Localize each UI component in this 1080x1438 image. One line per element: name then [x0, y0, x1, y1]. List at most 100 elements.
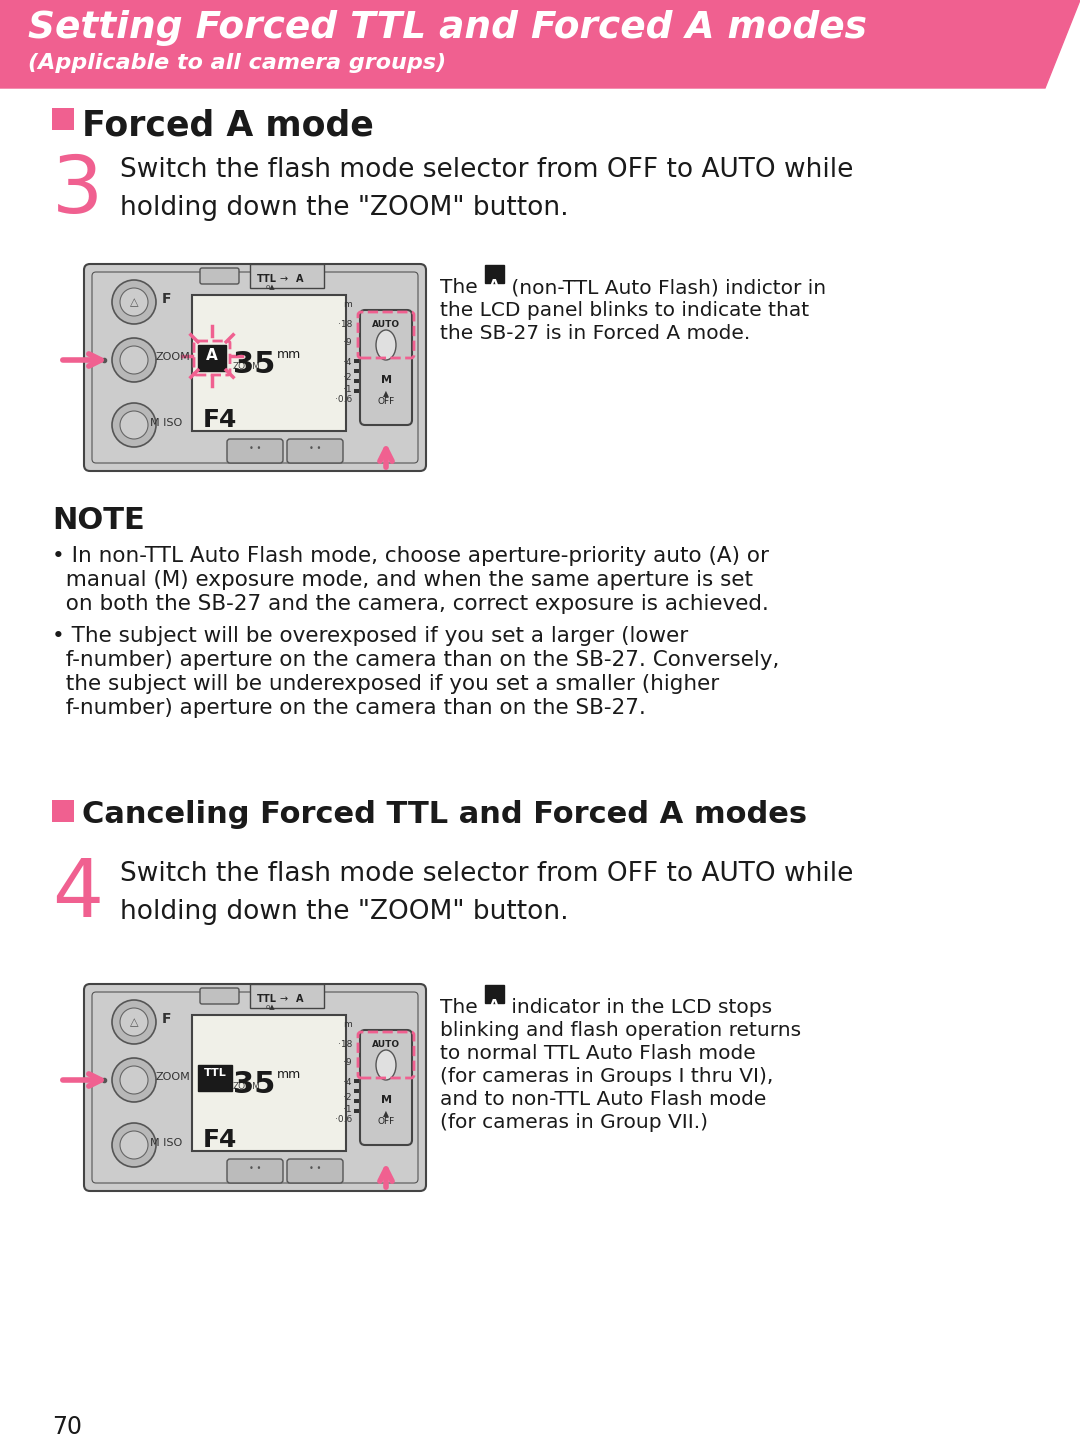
Bar — [354, 1109, 364, 1113]
Text: F4: F4 — [203, 1127, 238, 1152]
Text: ·4: ·4 — [343, 1078, 352, 1087]
Text: Switch the flash mode selector from OFF to AUTO while: Switch the flash mode selector from OFF … — [120, 157, 853, 183]
Text: o▲: o▲ — [266, 1004, 275, 1009]
Text: A: A — [488, 998, 499, 1012]
Text: Forced A mode: Forced A mode — [82, 108, 374, 142]
Text: manual (M) exposure mode, and when the same aperture is set: manual (M) exposure mode, and when the s… — [52, 569, 753, 590]
Text: the subject will be underexposed if you set a smaller (higher: the subject will be underexposed if you … — [52, 674, 719, 695]
Text: M ISO: M ISO — [150, 1137, 183, 1148]
Bar — [354, 390, 364, 393]
Text: A: A — [296, 994, 303, 1004]
Text: ▲: ▲ — [383, 390, 389, 398]
Text: ·2: ·2 — [343, 1093, 352, 1102]
FancyBboxPatch shape — [198, 345, 226, 371]
FancyBboxPatch shape — [192, 1015, 346, 1150]
Text: m: m — [343, 1020, 352, 1030]
Text: holding down the "ZOOM" button.: holding down the "ZOOM" button. — [120, 196, 569, 221]
Text: M: M — [380, 375, 391, 385]
FancyBboxPatch shape — [287, 439, 343, 463]
Text: △: △ — [130, 298, 138, 306]
Text: on both the SB-27 and the camera, correct exposure is achieved.: on both the SB-27 and the camera, correc… — [52, 594, 769, 614]
Text: o▲: o▲ — [266, 283, 275, 290]
Text: AUTO: AUTO — [372, 1040, 400, 1048]
Text: • The subject will be overexposed if you set a larger (lower: • The subject will be overexposed if you… — [52, 626, 688, 646]
Text: • •: • • — [248, 444, 261, 453]
Text: ·0.6: ·0.6 — [335, 395, 352, 404]
Text: A: A — [296, 275, 303, 283]
Text: ▲: ▲ — [383, 1109, 389, 1117]
FancyBboxPatch shape — [198, 1066, 232, 1091]
Text: A: A — [488, 278, 499, 292]
Text: (for cameras in Group VII.): (for cameras in Group VII.) — [440, 1113, 708, 1132]
Bar — [354, 370, 364, 372]
Bar — [354, 1099, 364, 1103]
Ellipse shape — [112, 338, 156, 383]
Text: mm: mm — [276, 348, 301, 361]
Text: • •: • • — [248, 1163, 261, 1173]
FancyBboxPatch shape — [227, 1159, 283, 1183]
Text: mm: mm — [276, 1068, 301, 1081]
Ellipse shape — [120, 347, 148, 374]
Text: the SB-27 is in Forced A mode.: the SB-27 is in Forced A mode. — [440, 324, 751, 344]
Ellipse shape — [112, 999, 156, 1044]
Text: ZOOM: ZOOM — [156, 352, 191, 362]
Ellipse shape — [120, 1132, 148, 1159]
Text: F4: F4 — [203, 408, 238, 431]
Text: • •: • • — [309, 444, 321, 453]
Text: ·0.6: ·0.6 — [335, 1114, 352, 1125]
FancyBboxPatch shape — [249, 265, 324, 288]
Ellipse shape — [112, 280, 156, 324]
Text: • In non-TTL Auto Flash mode, choose aperture-priority auto (A) or: • In non-TTL Auto Flash mode, choose ape… — [52, 546, 769, 567]
Ellipse shape — [120, 288, 148, 316]
Text: ·18: ·18 — [338, 1040, 352, 1048]
Text: F: F — [162, 1012, 172, 1025]
Ellipse shape — [112, 403, 156, 447]
Text: the LCD panel blinks to indicate that: the LCD panel blinks to indicate that — [440, 301, 809, 321]
Text: The: The — [440, 278, 484, 298]
Ellipse shape — [376, 1050, 396, 1080]
Text: 35: 35 — [233, 1070, 275, 1099]
Text: f-number) aperture on the camera than on the SB-27. Conversely,: f-number) aperture on the camera than on… — [52, 650, 780, 670]
FancyBboxPatch shape — [84, 265, 426, 472]
Text: M: M — [380, 1094, 391, 1104]
Text: TTL: TTL — [204, 1068, 227, 1078]
FancyBboxPatch shape — [200, 988, 239, 1004]
FancyBboxPatch shape — [485, 265, 504, 283]
Text: Canceling Forced TTL and Forced A modes: Canceling Forced TTL and Forced A modes — [82, 800, 807, 828]
FancyBboxPatch shape — [200, 267, 239, 283]
Text: f-number) aperture on the camera than on the SB-27.: f-number) aperture on the camera than on… — [52, 697, 646, 718]
Text: △: △ — [130, 1017, 138, 1027]
Text: (for cameras in Groups I thru VI),: (for cameras in Groups I thru VI), — [440, 1067, 773, 1086]
Text: Setting Forced TTL and Forced A modes: Setting Forced TTL and Forced A modes — [28, 10, 867, 46]
Text: ZOOM: ZOOM — [233, 1081, 261, 1091]
Text: The: The — [440, 998, 484, 1017]
Text: ·2: ·2 — [343, 372, 352, 383]
Text: m: m — [343, 301, 352, 309]
Text: ·1: ·1 — [343, 385, 352, 394]
Bar — [354, 1078, 364, 1083]
Text: →: → — [280, 994, 288, 1004]
Polygon shape — [0, 0, 1080, 88]
Text: 4: 4 — [52, 856, 103, 935]
Text: TTL: TTL — [257, 994, 276, 1004]
Ellipse shape — [112, 1123, 156, 1168]
Text: NOTE: NOTE — [52, 506, 145, 535]
Ellipse shape — [112, 1058, 156, 1102]
Text: ·9: ·9 — [343, 338, 352, 347]
Text: ·4: ·4 — [343, 358, 352, 367]
Text: A: A — [206, 348, 218, 362]
Ellipse shape — [120, 1008, 148, 1035]
Text: (non-TTL Auto Flash) indictor in: (non-TTL Auto Flash) indictor in — [505, 278, 826, 298]
Text: holding down the "ZOOM" button.: holding down the "ZOOM" button. — [120, 899, 569, 925]
Bar — [354, 360, 364, 362]
FancyBboxPatch shape — [227, 439, 283, 463]
Bar — [52, 108, 75, 129]
Text: 3: 3 — [52, 152, 104, 230]
Text: →: → — [280, 275, 288, 283]
Text: 70: 70 — [52, 1415, 82, 1438]
Text: ZOOM: ZOOM — [233, 362, 261, 371]
Text: ·1: ·1 — [343, 1104, 352, 1114]
FancyBboxPatch shape — [249, 984, 324, 1008]
Text: Switch the flash mode selector from OFF to AUTO while: Switch the flash mode selector from OFF … — [120, 861, 853, 887]
Text: OFF: OFF — [377, 397, 394, 406]
